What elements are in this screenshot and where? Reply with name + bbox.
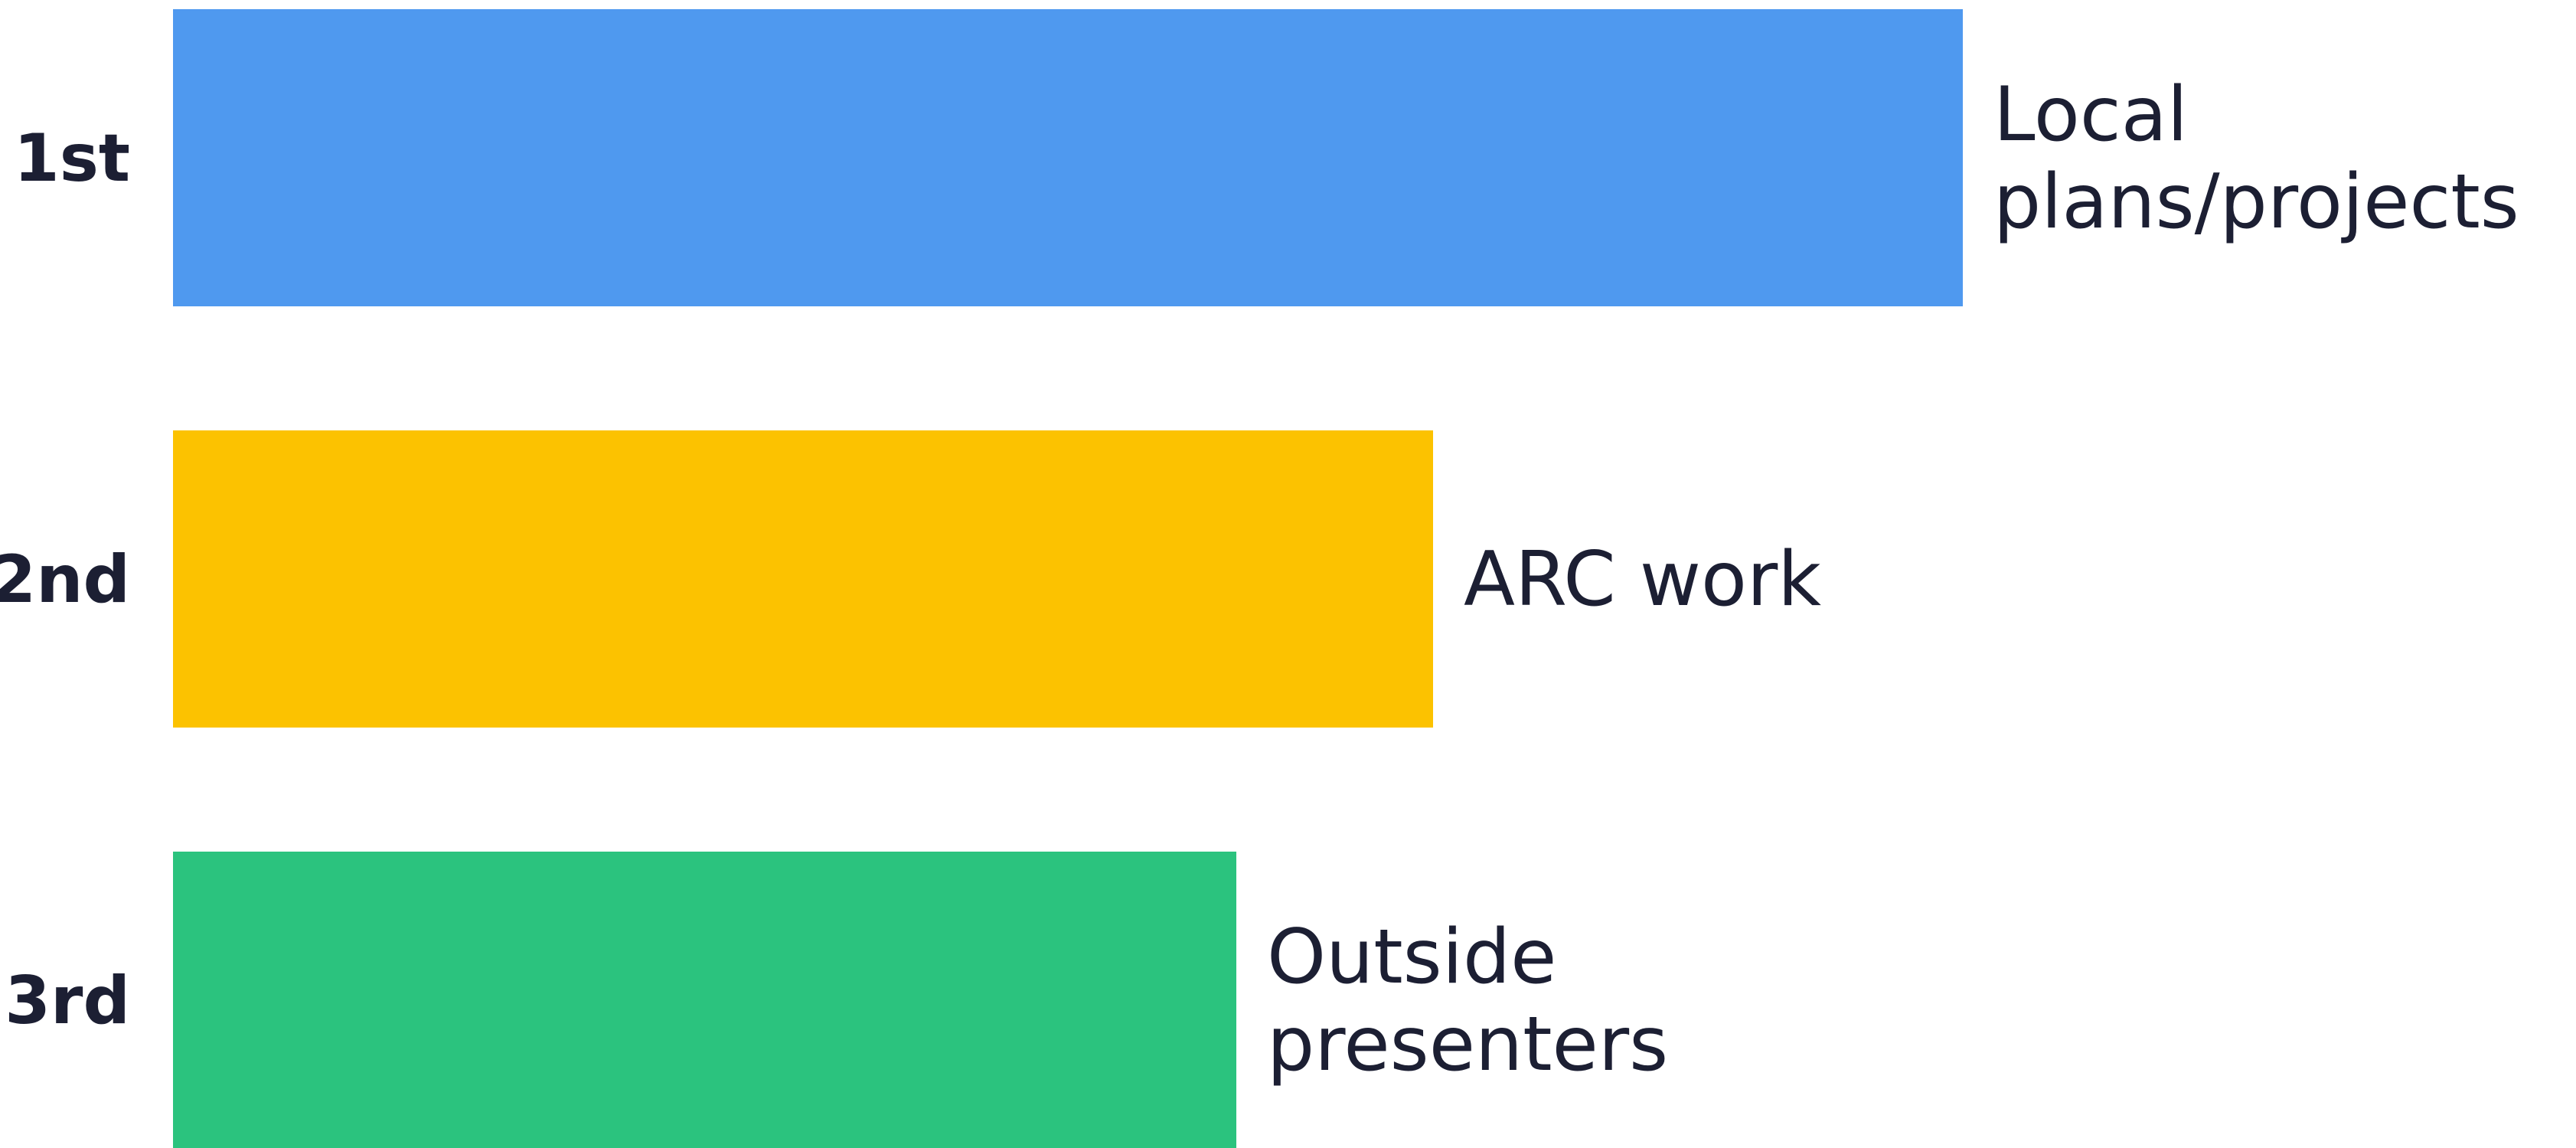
- category-label-line: ARC work: [1464, 536, 1821, 623]
- rank-label-1: 1st: [14, 120, 130, 197]
- rank-label-2: 2nd: [0, 541, 130, 618]
- rank-label-3: 3rd: [5, 963, 130, 1039]
- category-label-line: presenters: [1267, 1001, 1668, 1088]
- bar-3: [173, 852, 1236, 1148]
- category-label-2: ARC work: [1464, 536, 1821, 623]
- category-label-line: Outside: [1267, 914, 1556, 1001]
- category-label-3: Outside presenters: [1267, 914, 1668, 1088]
- bar-2: [173, 430, 1433, 728]
- category-label-1: Local plans/projects: [1993, 71, 2519, 246]
- category-label-line: Local: [1993, 71, 2188, 159]
- bar-1: [173, 9, 1963, 306]
- category-label-line: plans/projects: [1993, 159, 2519, 246]
